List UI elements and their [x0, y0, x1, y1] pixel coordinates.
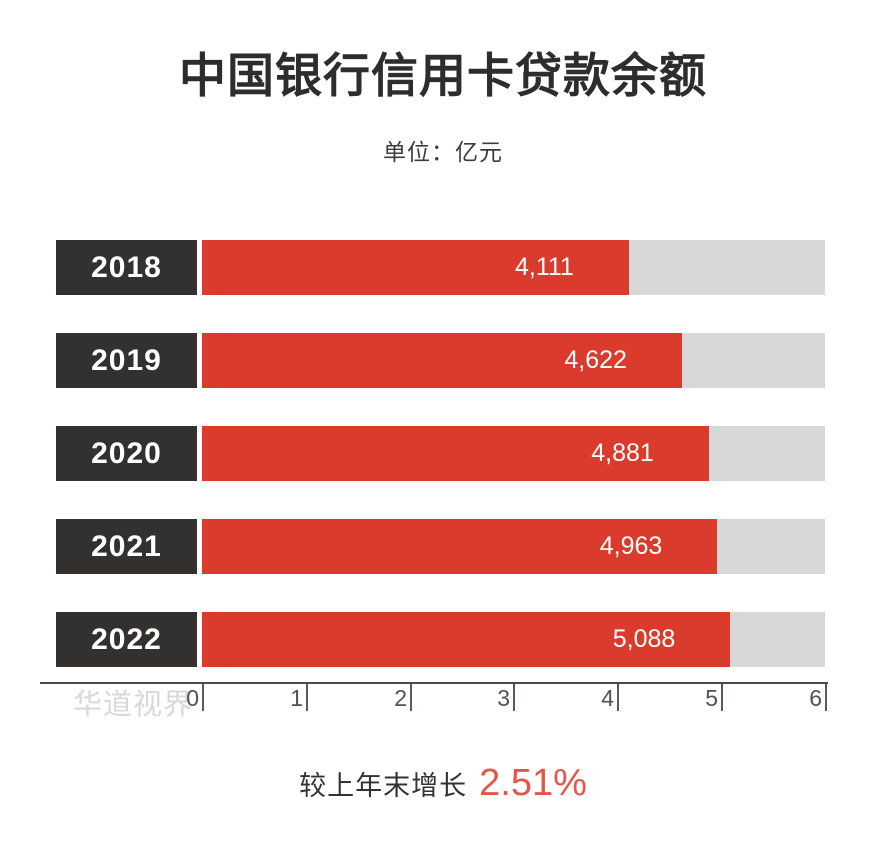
year-label-2022: 2022	[56, 612, 197, 667]
year-label-2018: 2018	[56, 240, 197, 295]
bar-value-2019: 4,622	[564, 346, 627, 374]
x-axis-tick-label: 2	[394, 685, 407, 711]
x-axis-tick-mark	[513, 684, 515, 711]
bar-2018: 4,111	[202, 240, 629, 295]
chart-unit-subtitle: 单位：亿元	[383, 139, 503, 165]
x-axis-tick-label: 3	[497, 685, 510, 711]
bar-value-2022: 5,088	[612, 625, 676, 653]
bar-row-2021: 2021 4,963	[56, 519, 825, 574]
bar-2021: 4,963	[202, 519, 718, 574]
year-label-2019: 2019	[56, 333, 197, 388]
year-label-2021: 2021	[56, 519, 197, 574]
x-axis-tick-3: 3	[497, 684, 515, 711]
x-axis-tick-label: 5	[705, 685, 718, 711]
bar-track-2019: 4,622	[202, 333, 825, 388]
bar-track-2022: 5,088	[202, 612, 825, 667]
bar-value-2018: 4,111	[514, 253, 574, 281]
bar-track-2021: 4,963	[202, 519, 825, 574]
bar-row-2022: 2022 5,088	[56, 612, 825, 667]
bar-row-2020: 2020 4,881	[56, 426, 825, 481]
x-axis-tick-label: 6	[809, 685, 822, 711]
watermark: 华道视界	[73, 689, 194, 721]
bar-2020: 4,881	[202, 426, 709, 481]
bar-value-2021: 4,963	[599, 532, 663, 560]
x-axis-tick-5: 5	[705, 684, 723, 711]
x-axis-tick-6: 6	[809, 684, 827, 711]
x-axis: 0 1 2 3 4 5 6	[40, 682, 828, 712]
growth-annotation-percent: 2.51%	[479, 762, 587, 804]
x-axis-tick-label: 0	[186, 685, 199, 711]
bar-value-2020: 4,881	[591, 439, 654, 467]
growth-annotation-label: 较上年末增长	[299, 771, 468, 801]
bar-row-2019: 2019 4,622	[56, 333, 825, 388]
x-axis-tick-label: 4	[601, 685, 614, 711]
x-axis-tick-mark	[202, 684, 204, 711]
x-axis-tick-mark	[825, 684, 827, 711]
x-axis-tick-2: 2	[394, 684, 412, 711]
x-axis-tick-label: 1	[290, 685, 303, 711]
bar-row-2018: 2018 4,111	[56, 240, 825, 295]
x-axis-tick-mark	[410, 684, 412, 711]
bar-rows: 2018 4,111 2019 4,622 2020 4,881 2021 4,…	[56, 240, 825, 667]
bar-track-2018: 4,111	[202, 240, 825, 295]
x-axis-tick-0: 0	[186, 684, 204, 711]
bar-2019: 4,622	[202, 333, 682, 388]
growth-annotation: 较上年末增长 2.51%	[0, 762, 886, 805]
bar-track-2020: 4,881	[202, 426, 825, 481]
year-label-2020: 2020	[56, 426, 197, 481]
chart-title: 中国银行信用卡贷款余额	[179, 49, 707, 102]
x-axis-tick-4: 4	[601, 684, 619, 711]
x-axis-tick-mark	[306, 684, 308, 711]
x-axis-tick-mark	[617, 684, 619, 711]
x-axis-tick-mark	[721, 684, 723, 711]
bar-2022: 5,088	[202, 612, 731, 667]
x-axis-tick-1: 1	[290, 684, 308, 711]
